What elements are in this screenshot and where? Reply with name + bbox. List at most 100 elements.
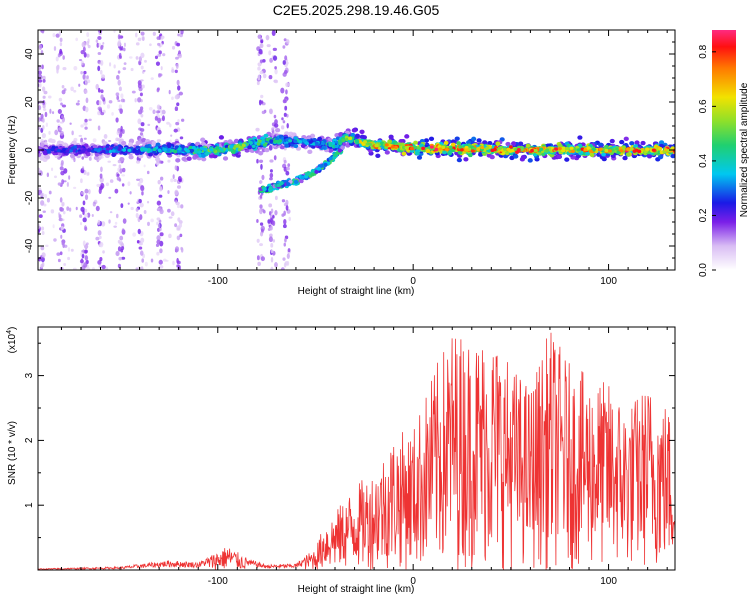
ridge-cell [191,145,196,150]
ridge-cell [480,145,485,150]
ridge-cell [248,141,253,145]
noise-speck [75,102,80,106]
ridge-cell [533,148,538,153]
spectrogram-marks [38,30,675,270]
noise-speck [127,181,131,187]
noise-speck [97,87,101,93]
noise-speck [140,52,145,59]
noise-speck [67,247,71,252]
noise-speck [269,233,273,238]
noise-speck [77,100,80,103]
ridge-cell [102,141,108,146]
noise-speck [78,83,81,87]
noise-speck [156,251,160,256]
ridge-cell [82,147,87,152]
ridge-cell [119,157,125,162]
figure-title: C2E5.2025.298.19.46.G05 [273,2,440,18]
noise-speck [257,261,261,267]
noise-speck [140,122,145,127]
noise-speck [51,111,55,115]
noise-speck [83,122,88,126]
noise-speck [102,41,105,45]
noise-speck [41,252,46,258]
noise-speck [179,233,183,238]
ridge-cell [598,142,604,148]
noise-speck [117,239,121,244]
noise-speck [282,257,286,261]
noise-speck [38,125,41,130]
ridge-cell [358,140,363,144]
ridge-cell [619,139,625,145]
noise-speck [267,219,271,224]
noise-speck [63,180,67,183]
noise-speck [80,178,83,184]
noise-speck [92,138,97,143]
noise-speck [159,248,163,254]
noise-speck [272,47,277,51]
noise-speck [269,159,274,163]
noise-speck [270,266,274,270]
noise-speck [282,60,286,65]
noise-speck [38,223,40,230]
noise-speck [115,213,119,219]
ridge-cell [384,143,389,147]
ridge-cell [138,154,144,159]
noise-speck [174,69,178,74]
ridge-cell [327,148,334,153]
noise-speck [268,211,272,216]
noise-speck [99,241,104,248]
noise-speck [41,230,45,236]
noise-speck [260,163,263,170]
ridge-cell [456,141,462,146]
noise-speck [98,42,102,48]
noise-speck [60,234,63,239]
noise-speck [86,53,90,58]
noise-speck [40,263,44,269]
noise-speck [259,180,263,184]
noise-speck [59,48,63,55]
ridge-cell [577,135,583,140]
noise-speck [274,262,278,268]
branch-cell [316,166,322,171]
ridge-cell [492,147,497,152]
ridge-cell [101,149,106,154]
ridge-cell [629,141,635,146]
noise-speck [41,30,45,34]
ridge-cell [293,139,298,143]
ridge-cell [401,151,407,156]
noise-speck [274,68,278,75]
ridge-cell [495,141,501,146]
noise-speck [168,216,173,219]
noise-speck [173,178,177,183]
noise-speck [135,42,140,46]
snr-ticks: -100 0 100 1 2 3 [24,327,675,587]
noise-speck [137,37,142,42]
noise-speck [61,201,65,207]
noise-speck [156,104,161,110]
noise-speck [262,73,267,79]
noise-speck [97,111,101,116]
noise-speck [48,130,51,135]
noise-speck [157,117,161,124]
ridge-cell [416,155,423,160]
noise-speck [84,89,88,94]
noise-speck [259,50,263,55]
noise-speck [43,90,48,95]
noise-speck [102,250,105,254]
ridge-cell [502,147,507,151]
noise-speck [146,170,150,175]
noise-speck [88,118,92,122]
noise-speck [260,100,264,104]
noise-speck [156,200,162,206]
noise-speck [92,267,95,270]
noise-speck [272,239,276,243]
ridge-cell [447,151,452,156]
ridge-cell [175,158,181,163]
noise-speck [61,218,65,222]
ridge-cell [157,148,162,152]
ridge-cell [200,141,206,147]
noise-speck [115,251,120,257]
noise-speck [148,106,153,111]
ridge-cell [637,149,642,154]
noise-speck [117,79,121,86]
